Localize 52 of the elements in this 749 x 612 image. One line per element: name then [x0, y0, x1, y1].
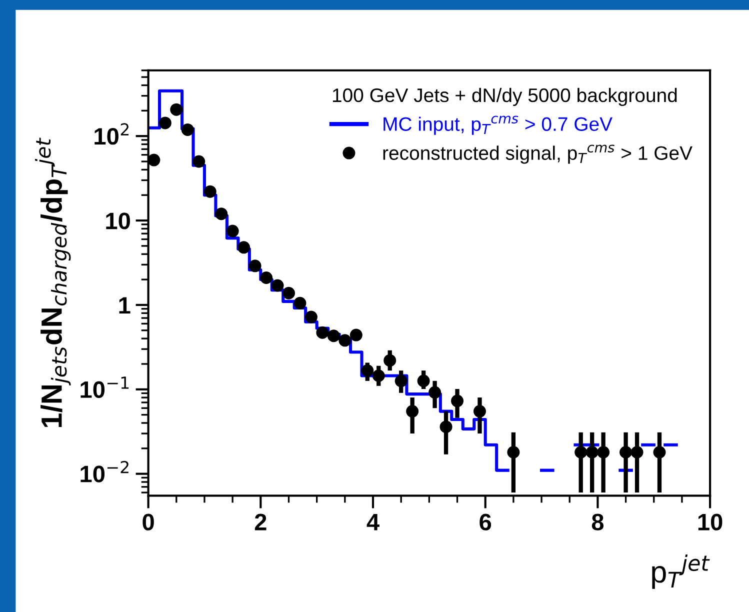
- point: [473, 405, 486, 418]
- point: [226, 224, 239, 238]
- point: [181, 123, 194, 136]
- x-tick-label: 8: [592, 514, 604, 530]
- point: [417, 374, 430, 388]
- point: [406, 405, 419, 418]
- point: [428, 386, 442, 399]
- point: [653, 446, 666, 458]
- point: [327, 330, 340, 342]
- point: [394, 374, 408, 388]
- point: [148, 154, 160, 166]
- point: [630, 446, 644, 458]
- legend-label: reconstructed signal, p$_{T}$$^{cms}$ > 1 GeV: [383, 144, 692, 164]
- y-tick-label: 10: [106, 212, 130, 230]
- x-axis-title: p$_{T}$$^{jet}$: [652, 554, 710, 589]
- point: [338, 334, 352, 347]
- legend-label: MC input, p$_{T}$$^{cms}$ > 0.7 GeV: [384, 116, 612, 135]
- x-tick-label: 6: [480, 514, 492, 530]
- x-tick-label: 0: [142, 514, 154, 530]
- y-axis-title: 1/N$_{jets}$dN$_{charged}$/dp$_{T}$$^{jet}$: [35, 138, 71, 428]
- point: [350, 328, 362, 342]
- point: [507, 446, 520, 458]
- point: [372, 369, 385, 382]
- point: [248, 260, 262, 272]
- y-tick-label: 1: [119, 297, 130, 314]
- point: [192, 155, 206, 168]
- point: [260, 271, 273, 284]
- point: [170, 103, 183, 116]
- point: [361, 364, 374, 377]
- point: [271, 279, 284, 292]
- point: [204, 185, 216, 198]
- point: [282, 286, 295, 300]
- y-tick-label: 10$^{−2}$: [80, 460, 128, 482]
- point: [294, 296, 306, 310]
- point: [238, 241, 250, 254]
- legend-title: 100 GeV Jets + dN/dy 5000 background: [332, 88, 677, 106]
- point: [440, 420, 452, 434]
- y-tick-label: 10$^{−1}$: [80, 376, 129, 398]
- point: [158, 116, 172, 130]
- point: [451, 394, 464, 408]
- x-tick-label: 10: [698, 514, 722, 530]
- point: [316, 326, 329, 339]
- point: [384, 354, 396, 367]
- point: [586, 446, 598, 458]
- point: [620, 446, 632, 458]
- x-tick-label: 4: [366, 514, 380, 530]
- point: [574, 446, 588, 458]
- point: [597, 446, 610, 458]
- point: [304, 310, 318, 324]
- y-tick-label: 10$^{2}$: [94, 123, 129, 145]
- point: [215, 208, 228, 220]
- x-tick-label: 2: [254, 514, 266, 530]
